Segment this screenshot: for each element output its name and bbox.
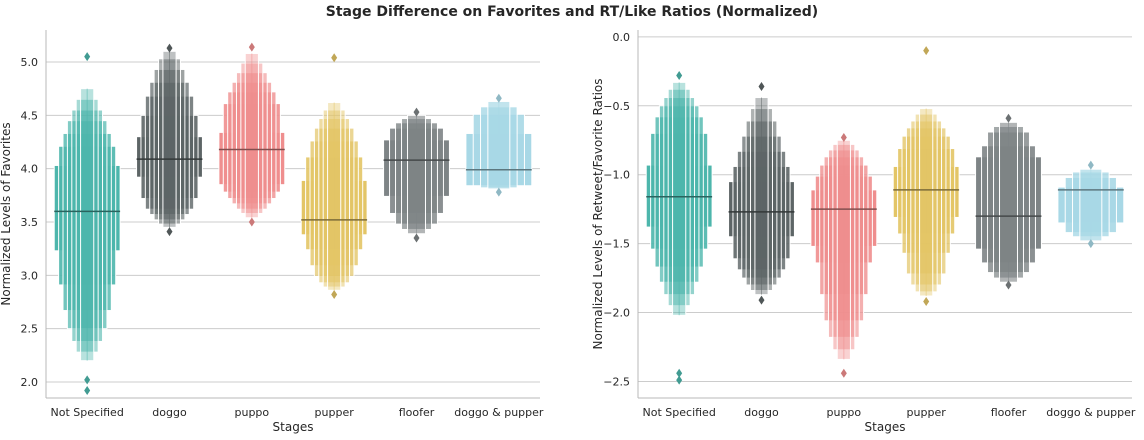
outlier-point <box>840 133 847 143</box>
boxen-3 <box>300 53 368 300</box>
outlier-point <box>413 107 420 117</box>
y-tick-label: −2.0 <box>603 307 630 320</box>
y-tick-label: −1.5 <box>603 238 630 251</box>
x-tick-label: pupper <box>315 406 355 419</box>
outlier-point <box>676 368 683 378</box>
boxen-2 <box>810 133 878 378</box>
outlier-point <box>1087 160 1094 170</box>
x-tick-label: puppo <box>827 406 862 419</box>
y-tick-label: 4.0 <box>21 163 39 176</box>
outlier-point <box>923 46 930 56</box>
x-tick-label: doggo & pupper <box>1046 406 1136 419</box>
y-tick-label: 3.0 <box>21 269 39 282</box>
boxen-5 <box>1057 160 1125 249</box>
favorites-panel: 2.0 2.5 3.0 3.5 4.0 4.5 5.0 Not Specified doggo p… <box>0 30 544 434</box>
x-tick-label: Not Specified <box>643 406 716 419</box>
outlier-point <box>676 375 683 385</box>
outlier-point <box>1087 239 1094 249</box>
x-tick-label: doggo & pupper <box>454 406 544 419</box>
outlier-point <box>166 227 173 237</box>
outlier-point <box>331 290 338 300</box>
outlier-point <box>84 375 91 385</box>
x-axis-label: Stages <box>865 420 906 434</box>
y-tick-label: 3.5 <box>21 216 39 229</box>
x-tick-label: puppo <box>235 406 270 419</box>
boxen-1 <box>136 43 203 237</box>
outlier-point <box>495 93 502 103</box>
boxen-2 <box>218 42 286 227</box>
outlier-point <box>495 187 502 197</box>
outlier-point <box>1005 280 1012 290</box>
x-axis-label: Stages <box>273 420 314 434</box>
x-tick-label: doggo <box>152 406 187 419</box>
y-axis-label: Normalized Levels of Favorites <box>0 122 13 305</box>
x-tick-label: Not Specified <box>51 406 124 419</box>
boxen-0 <box>53 52 121 396</box>
outlier-point <box>758 295 765 305</box>
x-tick-label: floofer <box>399 406 435 419</box>
outlier-point <box>248 42 255 52</box>
y-tick-label: −0.5 <box>603 100 630 113</box>
outlier-point <box>84 52 91 62</box>
boxen-0 <box>645 70 713 385</box>
outlier-point <box>758 82 765 92</box>
x-tick-label: pupper <box>907 406 947 419</box>
boxen-1 <box>728 82 795 305</box>
outlier-point <box>840 368 847 378</box>
y-axis-label: Normalized Levels of Retweet/Favorite Ra… <box>591 78 605 349</box>
x-tick-label: floofer <box>991 406 1027 419</box>
y-tick-label: 2.5 <box>21 323 39 336</box>
outlier-point <box>1005 113 1012 123</box>
boxen-4 <box>975 113 1042 290</box>
boxen-4 <box>383 107 450 243</box>
outlier-point <box>331 53 338 63</box>
x-tick-label: doggo <box>744 406 779 419</box>
y-tick-label: 5.0 <box>21 56 39 69</box>
y-tick-label: 0.0 <box>613 31 631 44</box>
outlier-point <box>248 217 255 227</box>
boxen-3 <box>892 46 960 307</box>
outlier-point <box>923 297 930 307</box>
y-tick-label: −1.0 <box>603 169 630 182</box>
outlier-point <box>676 70 683 80</box>
y-tick-label: −2.5 <box>603 375 630 388</box>
y-tick-label: 2.0 <box>21 376 39 389</box>
outlier-point <box>166 43 173 53</box>
boxen-5 <box>465 93 533 197</box>
y-tick-label: 4.5 <box>21 109 39 122</box>
outlier-point <box>84 386 91 396</box>
ratios-panel: 0.0 −0.5 −1.0 −1.5 −2.0 −2.5 Not Specified dogg… <box>591 30 1136 434</box>
outlier-point <box>413 233 420 243</box>
figure-title: Stage Difference on Favorites and RT/Lik… <box>325 4 819 20</box>
